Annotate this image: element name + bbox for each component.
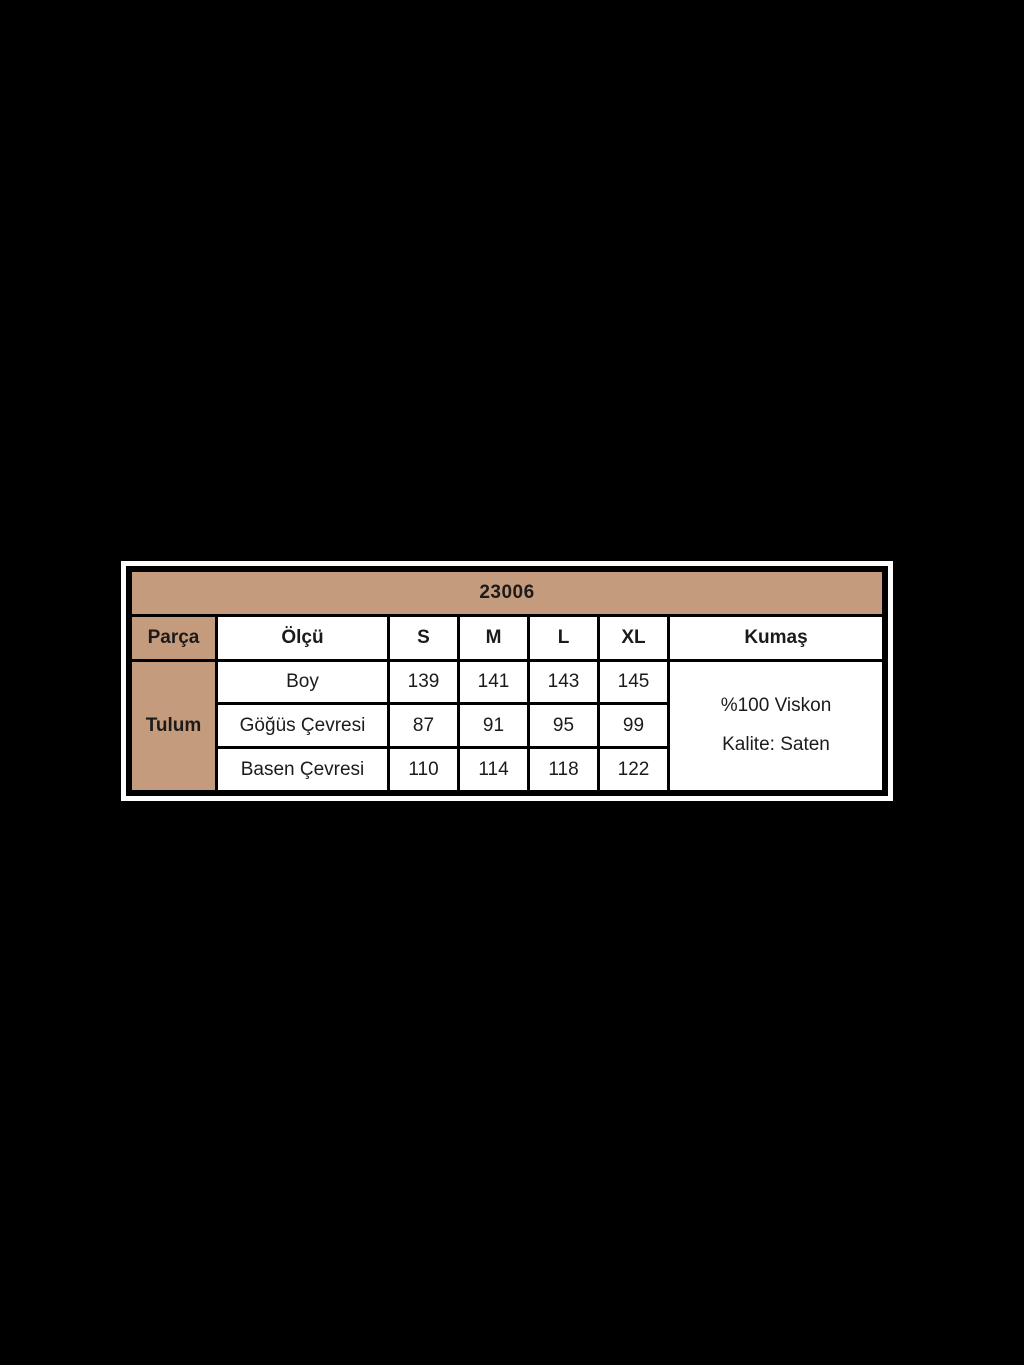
product-code-row: 23006 (129, 569, 885, 617)
value-basen-s: 110 (387, 746, 460, 793)
value-boy-m: 141 (457, 658, 530, 706)
value-boy-xl: 145 (597, 658, 670, 706)
col-header-m: M (457, 613, 530, 662)
part-cell-tulum: Tulum (129, 658, 218, 794)
measure-label-basen: Basen Çevresi (215, 746, 390, 793)
measure-label-gogus: Göğüs Çevresi (215, 702, 390, 750)
value-basen-xl: 122 (597, 746, 670, 793)
col-header-parca: Parça (129, 613, 218, 662)
col-header-l: L (527, 613, 600, 662)
value-boy-s: 139 (387, 658, 460, 706)
value-basen-l: 118 (527, 746, 600, 793)
measure-label-boy: Boy (215, 658, 390, 706)
value-gogus-m: 91 (457, 702, 530, 750)
table-row-gogus: Göğüs Çevresi 87 91 95 99 (131, 702, 884, 750)
value-gogus-s: 87 (387, 702, 460, 750)
column-header-row: Parça Ölçü S M L XL Kumaş (129, 613, 885, 662)
col-header-s: S (387, 613, 460, 662)
fabric-line-viskon: %100 Viskon (720, 695, 832, 717)
product-code-cell: 23006 (129, 569, 885, 617)
value-boy-l: 143 (527, 658, 600, 706)
col-header-xl: XL (597, 613, 670, 662)
table-row-basen: Basen Çevresi 110 114 118 122 (131, 746, 884, 793)
col-header-kumas: Kumaş (667, 613, 885, 662)
value-basen-m: 114 (457, 746, 530, 793)
table-row-boy: Tulum Boy 139 141 143 145 %100 Viskon Ka… (129, 658, 885, 794)
value-gogus-xl: 99 (597, 702, 670, 750)
value-gogus-l: 95 (527, 702, 600, 750)
fabric-line-kalite: Kalite: Saten (722, 734, 830, 756)
size-chart-frame: 23006 Parça Ölçü S M L XL Kumaş Tulum Bo… (121, 561, 893, 801)
col-header-olcu: Ölçü (215, 613, 390, 662)
fabric-cell: %100 Viskon Kalite: Saten (667, 658, 885, 794)
size-chart-table: 23006 Parça Ölçü S M L XL Kumaş Tulum Bo… (129, 569, 885, 794)
